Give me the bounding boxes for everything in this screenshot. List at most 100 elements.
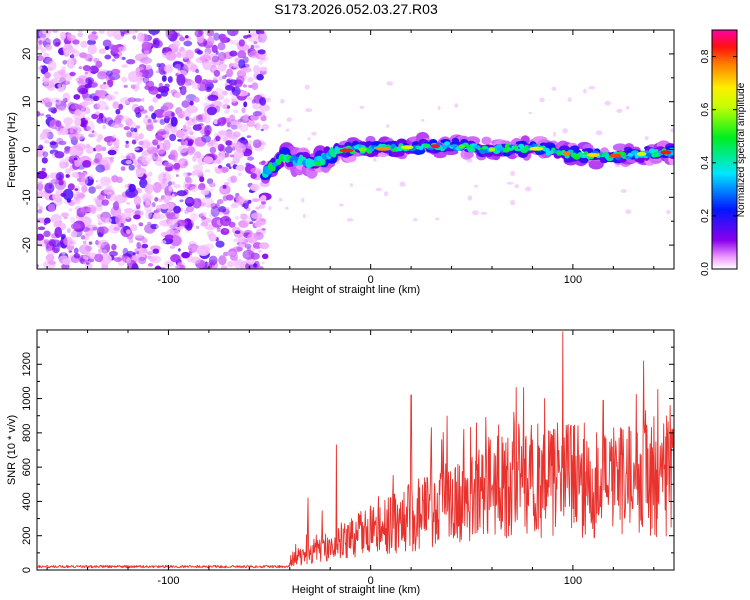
noise-blob — [98, 48, 107, 54]
noise-blob — [173, 184, 181, 189]
noise-blob — [54, 42, 60, 47]
noise-blob — [248, 50, 259, 58]
signal-core — [653, 149, 659, 153]
noise-blob — [163, 113, 171, 119]
noise-blob — [138, 140, 144, 146]
noise-blob — [62, 80, 71, 86]
noise-blob — [88, 82, 98, 88]
noise-blob — [480, 211, 488, 215]
noise-blob — [187, 177, 193, 185]
noise-blob — [201, 134, 212, 143]
noise-blob — [37, 209, 43, 214]
noise-blob — [164, 165, 173, 172]
noise-blob — [518, 136, 522, 140]
noise-blob — [74, 127, 82, 133]
noise-blob — [44, 71, 51, 79]
noise-blob — [252, 139, 262, 149]
noise-blob — [112, 141, 118, 146]
noise-blob — [338, 203, 344, 207]
noise-blob — [136, 242, 142, 249]
noise-blob — [53, 71, 64, 80]
noise-blob — [301, 197, 305, 203]
noise-blob — [253, 72, 258, 78]
noise-blob — [88, 241, 93, 245]
noise-blob — [386, 81, 394, 86]
noise-blob — [63, 216, 68, 220]
noise-blob — [128, 121, 137, 128]
noise-blob — [62, 258, 71, 265]
noise-blob — [204, 169, 211, 173]
noise-blob — [620, 189, 627, 193]
noise-blob — [95, 144, 103, 152]
noise-blob — [61, 263, 70, 269]
noise-blob — [60, 212, 69, 218]
noise-blob — [258, 59, 263, 65]
noise-blob — [173, 162, 181, 170]
noise-blob — [192, 198, 202, 209]
noise-blob — [94, 253, 104, 263]
noise-blob — [120, 32, 125, 37]
noise-blob — [250, 252, 260, 260]
noise-blob — [43, 97, 51, 103]
snr-x-tick-label: 100 — [564, 575, 582, 587]
noise-blob — [128, 164, 135, 171]
noise-blob — [113, 53, 120, 59]
noise-blob — [261, 253, 269, 260]
noise-blob — [169, 133, 177, 142]
noise-blob — [227, 30, 239, 37]
noise-blob — [286, 117, 293, 122]
noise-blob — [131, 131, 135, 135]
noise-blob — [113, 201, 120, 211]
noise-blob — [257, 31, 267, 43]
noise-blob — [219, 215, 232, 227]
noise-blob — [222, 90, 228, 96]
noise-blob — [87, 39, 96, 46]
noise-blob — [47, 84, 56, 91]
noise-blob — [229, 154, 235, 158]
noise-blob — [83, 255, 86, 260]
noise-blob — [45, 38, 53, 43]
noise-blob — [67, 34, 76, 42]
noise-blob — [107, 149, 117, 156]
noise-blob — [120, 115, 131, 123]
noise-blob — [225, 140, 233, 146]
noise-blob — [200, 197, 214, 208]
noise-blob — [81, 185, 88, 193]
noise-blob — [135, 71, 143, 77]
noise-blob — [230, 251, 239, 262]
noise-blob — [176, 190, 187, 197]
noise-blob — [307, 137, 311, 141]
spectrogram-x-tick-label: 0 — [368, 274, 374, 286]
noise-blob — [195, 225, 200, 229]
noise-blob — [237, 172, 242, 177]
noise-blob — [37, 190, 47, 198]
noise-blob — [154, 197, 159, 202]
noise-blob — [223, 251, 230, 257]
noise-blob — [157, 144, 160, 149]
noise-blob — [179, 34, 183, 39]
noise-blob — [38, 180, 43, 185]
colorbar-tick-label: 0.6 — [700, 102, 711, 116]
signal-hotspot — [400, 145, 414, 150]
noise-blob — [73, 253, 80, 259]
noise-blob — [206, 36, 215, 46]
noise-blob — [141, 41, 152, 51]
noise-blob — [184, 140, 189, 146]
noise-blob — [235, 260, 242, 266]
noise-blob — [48, 260, 56, 265]
noise-blob — [218, 206, 227, 213]
noise-blob — [230, 203, 238, 209]
noise-blob — [194, 30, 203, 38]
noise-blob — [159, 203, 170, 210]
noise-blob — [217, 143, 225, 152]
noise-blob — [63, 149, 70, 154]
noise-blob — [106, 184, 113, 190]
noise-blob — [113, 91, 119, 95]
noise-blob — [169, 245, 176, 249]
noise-blob — [253, 263, 258, 268]
noise-blob — [165, 51, 177, 61]
noise-blob — [37, 170, 48, 180]
noise-blob — [159, 119, 166, 125]
